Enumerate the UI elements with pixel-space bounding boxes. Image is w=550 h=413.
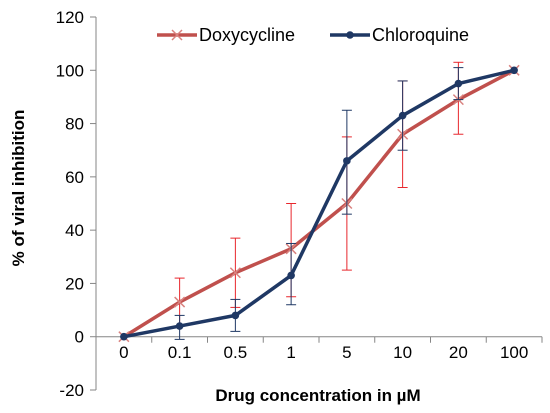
- axes: -20 0 20 40 60 80 100 120 0 0.1 0.5 1 5 10 20 100: [56, 8, 543, 400]
- data-point-doxycycline: [229, 267, 241, 279]
- y-axis-title: % of viral inhibition: [9, 110, 28, 267]
- legend-doxycycline-marker: [171, 29, 183, 41]
- legend-doxycycline-label: Doxycycline: [199, 25, 295, 45]
- x-axis-title: Drug concentration in µM: [215, 386, 420, 405]
- legend-marker-chloroquine: [346, 31, 354, 39]
- x-tick-label: 10: [393, 343, 412, 362]
- x-tick-label: 5: [342, 343, 351, 362]
- legend: Doxycycline Chloroquine: [157, 25, 469, 45]
- y-tick-label: 40: [65, 221, 84, 240]
- series-line-chloroquine: [123, 68, 515, 339]
- y-tick-label: 80: [65, 115, 84, 134]
- y-tick-label: 0: [75, 328, 84, 347]
- data-point-chloroquine: [343, 157, 351, 165]
- legend-chloroquine-marker: [346, 31, 354, 39]
- data-point-chloroquine: [510, 66, 518, 75]
- data-point-chloroquine: [231, 311, 240, 320]
- series-chloroquine: [120, 66, 518, 341]
- x-tick-label: 1: [286, 343, 295, 362]
- y-tick-label: -20: [59, 381, 84, 400]
- legend-item-doxycycline: Doxycycline: [157, 25, 295, 45]
- y-tick-label: 60: [65, 168, 84, 187]
- data-point-chloroquine: [398, 111, 407, 120]
- legend-chloroquine-label: Chloroquine: [372, 25, 469, 45]
- data-point-chloroquine: [454, 79, 463, 88]
- x-tick-label: 20: [449, 343, 468, 362]
- data-point-chloroquine: [287, 271, 295, 280]
- x-tick-label: 100: [500, 343, 528, 362]
- y-tick-label: 120: [56, 8, 84, 27]
- data-point-chloroquine: [175, 322, 184, 330]
- x-tick-label: 0.1: [168, 343, 192, 362]
- series-doxycycline: [118, 61, 520, 343]
- y-tick-label: 20: [65, 274, 84, 293]
- data-point-chloroquine: [120, 332, 128, 341]
- legend-item-chloroquine: Chloroquine: [330, 25, 469, 45]
- x-tick-label: 0.5: [224, 343, 248, 362]
- series-line-doxycycline: [122, 68, 515, 339]
- data-point-doxycycline: [174, 296, 186, 308]
- x-tick-label: 0: [119, 343, 128, 362]
- y-tick-label: 100: [56, 61, 84, 80]
- legend-marker-doxycycline: [171, 29, 183, 41]
- plot-area: [118, 61, 520, 343]
